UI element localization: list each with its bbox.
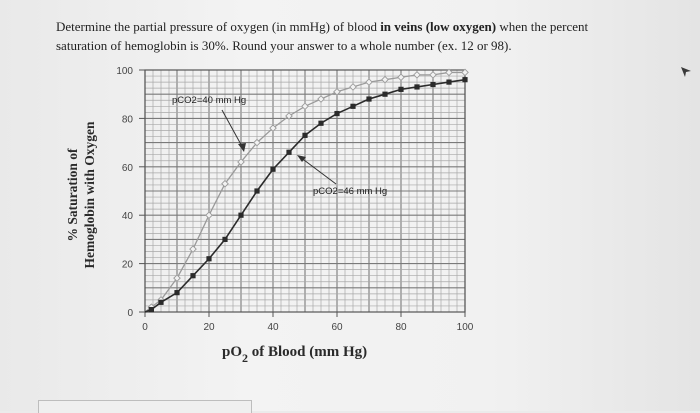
y-tick-label: 80 (122, 114, 134, 125)
series-1-marker (221, 179, 229, 188)
question-text: Determine the partial pressure of oxygen… (56, 17, 656, 55)
annotation-label-pco2-46: pCO2=46 mm Hg (313, 186, 387, 197)
x-tick-label: 20 (203, 322, 215, 333)
x-tick-label: 0 (142, 322, 148, 333)
y-axis-label-line1: % Saturation of (65, 148, 80, 242)
series-1-marker (253, 138, 261, 147)
annotation-arrow-pco2-40 (221, 109, 245, 151)
y-tick-label: 40 (122, 211, 134, 222)
series-2-marker (366, 96, 372, 102)
series-2-marker (190, 273, 196, 279)
series-2-marker (206, 256, 212, 262)
question-line1-post: when the percent (496, 19, 589, 34)
y-axis-label-container: % Saturation of Hemoglobin with Oxygen (56, 100, 106, 290)
series-1-marker (429, 71, 437, 79)
series-2-marker (286, 149, 292, 155)
annotation-arrowhead-pco2-46 (297, 155, 306, 162)
annotations: pCO2=40 mm Hg pCO2=46 mm Hg (172, 95, 387, 197)
series-2-marker (414, 84, 420, 90)
series-2-marker (446, 79, 452, 85)
series-1-marker (381, 75, 389, 84)
question-line2: saturation of hemoglobin is 30%. Round y… (56, 38, 512, 53)
series-2-marker (254, 188, 260, 194)
series-2-marker (334, 110, 340, 117)
series-1-marker (173, 274, 181, 282)
series-1-marker (413, 71, 421, 79)
series-1-marker (237, 158, 245, 166)
series-2-marker (302, 132, 308, 138)
answer-box-edge[interactable] (38, 400, 252, 413)
x-axis-label-subscript: 2 (242, 351, 249, 365)
series-2-marker (430, 81, 436, 88)
x-axis-label-main: pO (222, 344, 243, 360)
x-tick-label: 40 (267, 322, 279, 333)
annotation-label-pco2-40: pCO2=40 mm Hg (172, 95, 246, 106)
x-axis-label: pO2 of Blood (mm Hg) (222, 344, 368, 365)
plot-frame (144, 69, 466, 313)
series-2-marker (148, 306, 154, 313)
series-2-marker (398, 86, 404, 92)
x-tick-label: 100 (457, 322, 474, 333)
series-line-1 (144, 71, 465, 313)
series-2-marker (318, 120, 324, 126)
series-1-marker (205, 211, 213, 220)
cursor-arrow-icon (681, 67, 691, 77)
annotation-arrow-pco2-46 (299, 156, 337, 185)
series-2-marker (382, 91, 388, 97)
y-tick-label: 100 (116, 66, 133, 77)
x-tick-label: 60 (331, 322, 343, 333)
y-tick-label: 0 (127, 308, 133, 319)
series-1-marker (445, 68, 453, 77)
question-line1-pre: Determine the partial pressure of oxygen… (56, 19, 381, 34)
series-2-marker (174, 290, 180, 296)
series-1-marker (397, 73, 405, 82)
question-line1-bold: in veins (low oxygen) (380, 19, 497, 34)
series (144, 68, 469, 313)
series-line-2 (144, 78, 466, 313)
series-2-marker (238, 212, 244, 218)
y-tick-label: 60 (122, 163, 134, 174)
series-2-marker (270, 166, 276, 172)
series-2-marker (158, 299, 164, 305)
series-1-marker (285, 112, 293, 120)
series-1-marker (461, 68, 469, 77)
y-axis-label: % Saturation of Hemoglobin with Oxygen (64, 121, 98, 268)
series-2-marker (462, 77, 468, 83)
x-tick-label: 80 (395, 322, 407, 333)
series-1-marker (269, 124, 277, 132)
annotation-arrowhead-pco2-40 (238, 143, 246, 152)
series-1-marker (189, 245, 197, 253)
series-1-marker (333, 87, 341, 96)
axes: 0 20 40 60 80 100 0 20 40 60 80 100 (116, 66, 473, 333)
series-1-marker (365, 78, 373, 86)
series-1-marker (301, 102, 309, 111)
series-1-marker (349, 83, 357, 91)
y-axis-label-line2: Hemoglobin with Oxygen (82, 121, 97, 269)
series-1-marker (317, 95, 325, 103)
x-axis-label-rest: of Blood (mm Hg) (248, 344, 368, 360)
series-2-marker (350, 103, 356, 109)
series-2-marker (222, 236, 228, 242)
y-tick-label: 20 (122, 260, 134, 271)
